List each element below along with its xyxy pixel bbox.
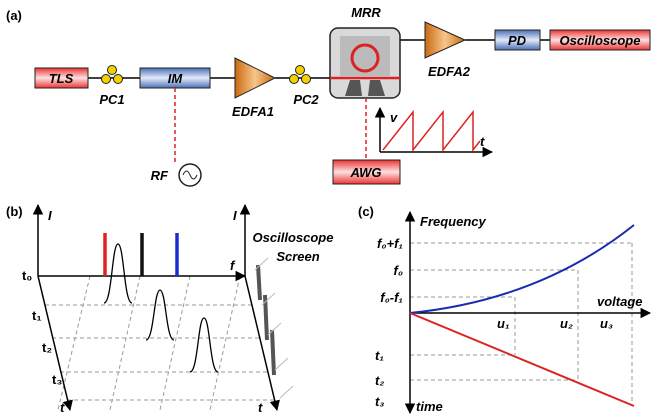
edfa2-icon [425, 22, 465, 58]
im-label: IM [168, 71, 184, 86]
screen-title: Oscilloscope [253, 230, 334, 245]
pc2-label: PC2 [293, 92, 319, 107]
u-label: u₁ [497, 316, 510, 331]
rf-label: RF [151, 168, 169, 183]
panel-label: (b) [6, 204, 23, 219]
x-axis-label: voltage [597, 294, 643, 309]
t-label: t₁ [375, 348, 384, 363]
edfa1-icon [235, 58, 275, 98]
f-label: f₀-f₁ [380, 290, 403, 305]
f-label: f₀ [394, 263, 403, 278]
screen-title: Screen [276, 249, 319, 264]
time-label: t₃ [52, 372, 62, 387]
time-axis-label: time [416, 399, 443, 414]
u-label: u₃ [600, 316, 613, 331]
t-label: t₂ [375, 373, 384, 388]
time-axis-label: t [60, 400, 65, 415]
inset-y-label: v [390, 110, 398, 125]
pc1-icon [102, 66, 123, 84]
figure: (a) TLS PC1 IM EDFA1 PC2 MRR EDFA2 PD Os… [0, 0, 652, 415]
inset-x-label: t [480, 134, 485, 149]
panel-label: (a) [6, 8, 22, 23]
frequency-label: f [230, 258, 236, 273]
pc2-icon [290, 66, 311, 84]
mrr-icon [330, 28, 400, 98]
time-label: t₂ [42, 340, 52, 355]
screen-time-label: t [258, 400, 263, 415]
grid [45, 276, 274, 410]
pulses [104, 244, 218, 372]
screen-intensity-label: I [233, 208, 237, 223]
tls-label: TLS [49, 71, 74, 86]
time-label: t₁ [32, 308, 42, 323]
edfa2-label: EDFA2 [428, 64, 471, 79]
screen-traces [258, 265, 274, 375]
y-axis-label: Frequency [420, 214, 487, 229]
u-label: u₂ [560, 316, 573, 331]
mrr-label: MRR [351, 5, 381, 20]
awg-label: AWG [349, 165, 381, 180]
guides [410, 243, 632, 405]
t-label: t₃ [375, 394, 384, 409]
pc1-label: PC1 [99, 92, 124, 107]
intensity-label: I [48, 208, 52, 223]
pd-label: PD [508, 33, 527, 48]
time-label: t₀ [22, 268, 32, 283]
oscilloscope-label: Oscilloscope [560, 33, 641, 48]
sawtooth [383, 112, 480, 150]
f-label: f₀+f₁ [377, 236, 403, 251]
panel-label: (c) [358, 204, 374, 219]
edfa1-label: EDFA1 [232, 104, 274, 119]
